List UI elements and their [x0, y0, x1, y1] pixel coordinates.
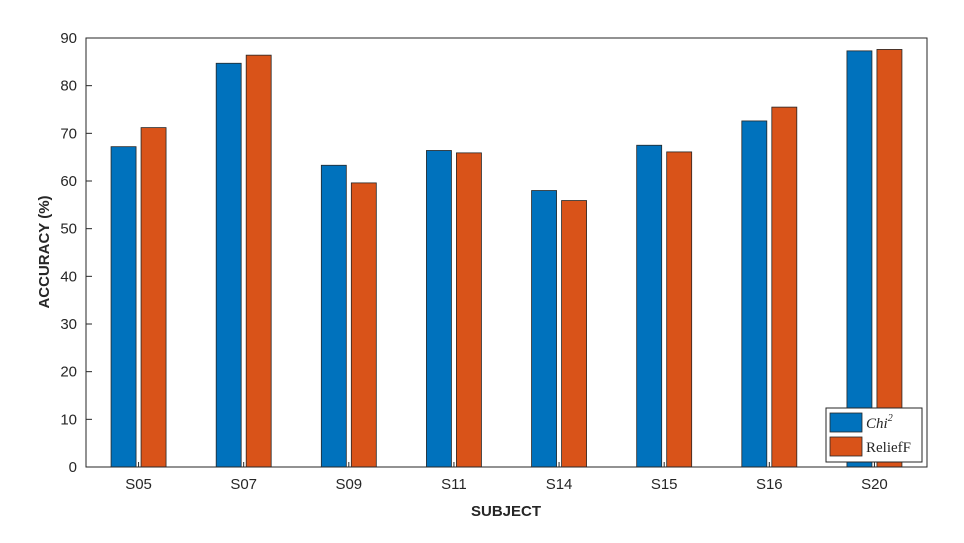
x-tick-label: S14 — [546, 476, 573, 493]
x-tick-label: S16 — [756, 476, 783, 493]
y-tick-label: 40 — [60, 268, 77, 285]
y-tick-label: 70 — [60, 125, 77, 142]
bar-relieff-s20 — [876, 49, 903, 468]
bars-group — [110, 49, 903, 468]
bar-chi-s14 — [531, 190, 557, 468]
bar-chi-s11 — [426, 150, 452, 468]
y-tick-label: 90 — [60, 30, 77, 47]
bar-chi-s09 — [320, 164, 347, 468]
legend-swatch-relieff — [829, 436, 863, 457]
bar-relieff-s07 — [245, 54, 272, 468]
legend: Chi2 ReliefF — [825, 407, 923, 463]
y-tick-label: 0 — [69, 459, 77, 476]
bar-chi-s20 — [846, 50, 873, 468]
y-tick-label: 10 — [60, 411, 77, 428]
plot-area — [86, 38, 927, 467]
y-tick-label: 50 — [60, 221, 77, 238]
bar-relieff-s11 — [456, 152, 482, 468]
y-tick-label: 30 — [60, 316, 77, 333]
legend-swatch-chi — [829, 412, 863, 433]
bar-chi-s05 — [110, 146, 137, 468]
y-axis-title: ACCURACY (%) — [36, 195, 53, 308]
x-tick-label: S07 — [230, 476, 257, 493]
x-tick-label: S05 — [125, 476, 152, 493]
y-tick-label: 20 — [60, 364, 77, 381]
y-axis-ticks: 0 10 20 30 40 50 60 70 80 90 — [60, 30, 92, 476]
bar-relieff-s14 — [561, 200, 587, 468]
x-tick-label: S09 — [335, 476, 362, 493]
bar-chi-s16 — [741, 120, 768, 468]
x-tick-label: S15 — [651, 476, 678, 493]
bar-relieff-s16 — [771, 106, 798, 468]
legend-label-chi: Chi2 — [866, 413, 893, 432]
plot-frame — [85, 37, 928, 468]
bar-relieff-s09 — [350, 182, 377, 468]
bar-relieff-s15 — [666, 151, 693, 468]
x-tick-label: S11 — [441, 476, 467, 493]
x-axis-ticks: S05 S07 S09 S11 S14 S15 S16 S20 — [125, 462, 888, 493]
bar-relieff-s05 — [140, 127, 167, 468]
y-tick-label: 60 — [60, 173, 77, 190]
x-tick-label: S20 — [861, 476, 888, 493]
y-tick-label: 80 — [60, 78, 77, 95]
x-axis-title: SUBJECT — [471, 503, 541, 520]
bar-chi-s15 — [636, 144, 663, 468]
bar-chi-s07 — [215, 62, 242, 468]
legend-label-relieff: ReliefF — [866, 440, 911, 456]
